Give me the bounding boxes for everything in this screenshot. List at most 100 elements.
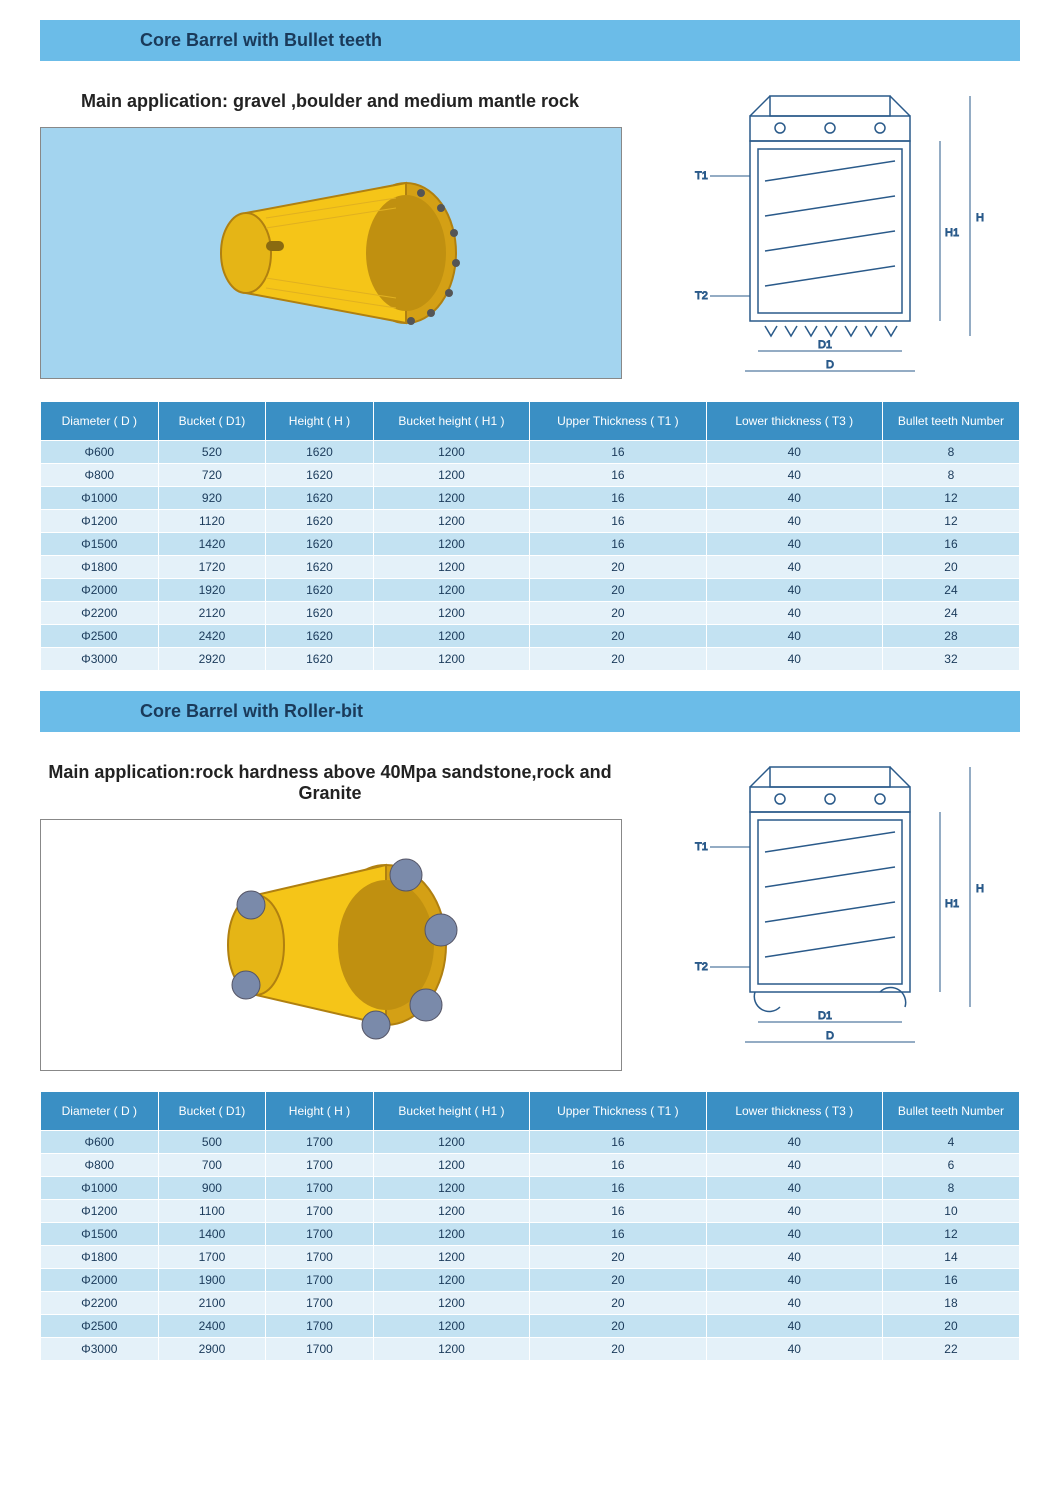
table-cell: 16 — [530, 487, 706, 510]
section1-diagram: T1 T2 H1 H D1 D — [640, 81, 1020, 381]
table-cell: 16 — [530, 1177, 706, 1200]
table-cell: 1620 — [266, 625, 374, 648]
table-cell: 1200 — [373, 464, 529, 487]
table-cell: 16 — [530, 1154, 706, 1177]
table-cell: 20 — [530, 648, 706, 671]
table-cell: 20 — [882, 556, 1019, 579]
table-cell: 1720 — [158, 556, 266, 579]
table-cell: 8 — [882, 441, 1019, 464]
table-cell: 1200 — [373, 1338, 529, 1361]
col-header: Upper Thickness ( T1 ) — [530, 402, 706, 441]
col-header: Upper Thickness ( T1 ) — [530, 1092, 706, 1131]
table-row: Φ8007201620120016408 — [41, 464, 1020, 487]
table-cell: 1200 — [373, 1315, 529, 1338]
section1-header: Core Barrel with Bullet teeth — [40, 20, 1020, 61]
table-cell: 520 — [158, 441, 266, 464]
col-header: Diameter ( D ) — [41, 402, 159, 441]
table-cell: 2420 — [158, 625, 266, 648]
table-cell: 1420 — [158, 533, 266, 556]
table-cell: 920 — [158, 487, 266, 510]
table-cell: 22 — [882, 1338, 1019, 1361]
svg-text:H: H — [976, 883, 984, 895]
table-row: Φ1500140017001200164012 — [41, 1223, 1020, 1246]
svg-text:H1: H1 — [945, 227, 959, 239]
table-cell: Φ2000 — [41, 579, 159, 602]
table-cell: 500 — [158, 1131, 266, 1154]
table-cell: 1920 — [158, 579, 266, 602]
table-cell: 900 — [158, 1177, 266, 1200]
table-cell: 1200 — [373, 1292, 529, 1315]
col-header: Lower thickness ( T3 ) — [706, 402, 882, 441]
section2-table-wrap: Diameter ( D )Bucket ( D1)Height ( H )Bu… — [40, 1091, 1020, 1361]
table-cell: 24 — [882, 602, 1019, 625]
table-cell: 1200 — [373, 648, 529, 671]
table-cell: 1620 — [266, 602, 374, 625]
table-cell: 18 — [882, 1292, 1019, 1315]
table-cell: 1700 — [158, 1246, 266, 1269]
table-cell: 2120 — [158, 602, 266, 625]
section2-right: T1 T2 H1 H D1 D — [640, 752, 1020, 1071]
table-cell: 1200 — [373, 1154, 529, 1177]
table-cell: 40 — [706, 510, 882, 533]
table-cell: 720 — [158, 464, 266, 487]
table-cell: 1200 — [373, 441, 529, 464]
table-cell: Φ800 — [41, 464, 159, 487]
col-header: Bullet teeth Number — [882, 402, 1019, 441]
table-cell: Φ1500 — [41, 533, 159, 556]
table-row: Φ2500240017001200204020 — [41, 1315, 1020, 1338]
table-cell: Φ2500 — [41, 625, 159, 648]
table-cell: 1700 — [266, 1338, 374, 1361]
table-row: Φ3000290017001200204022 — [41, 1338, 1020, 1361]
table-cell: 6 — [882, 1154, 1019, 1177]
table-cell: 40 — [706, 1269, 882, 1292]
section1-left: Main application: gravel ,boulder and me… — [40, 81, 620, 381]
table-cell: 1620 — [266, 510, 374, 533]
table-cell: Φ1000 — [41, 487, 159, 510]
table-cell: 32 — [882, 648, 1019, 671]
table-cell: 8 — [882, 464, 1019, 487]
table-row: Φ1500142016201200164016 — [41, 533, 1020, 556]
table-cell: 40 — [706, 533, 882, 556]
table-cell: 1620 — [266, 648, 374, 671]
table-cell: Φ2200 — [41, 602, 159, 625]
table-cell: 1200 — [373, 1177, 529, 1200]
table-cell: 1620 — [266, 556, 374, 579]
svg-text:D1: D1 — [818, 1010, 832, 1022]
table-row: Φ2500242016201200204028 — [41, 625, 1020, 648]
table-cell: Φ3000 — [41, 1338, 159, 1361]
table-cell: 1200 — [373, 1246, 529, 1269]
section2-left: Main application:rock hardness above 40M… — [40, 752, 620, 1071]
table-cell: Φ2500 — [41, 1315, 159, 1338]
section2-content: Main application:rock hardness above 40M… — [40, 752, 1020, 1071]
table-cell: 16 — [530, 533, 706, 556]
section2-application: Main application:rock hardness above 40M… — [40, 762, 620, 804]
table-row: Φ1800172016201200204020 — [41, 556, 1020, 579]
table-cell: 1700 — [266, 1269, 374, 1292]
table-cell: 40 — [706, 1246, 882, 1269]
table-cell: 40 — [706, 1292, 882, 1315]
table-cell: 2900 — [158, 1338, 266, 1361]
table-cell: 40 — [706, 556, 882, 579]
svg-text:T2: T2 — [695, 290, 708, 302]
table-cell: 20 — [530, 1292, 706, 1315]
col-header: Bucket height ( H1 ) — [373, 402, 529, 441]
table-cell: 1700 — [266, 1131, 374, 1154]
section1-product-image — [40, 127, 622, 379]
table-row: Φ2000192016201200204024 — [41, 579, 1020, 602]
table-cell: 40 — [706, 625, 882, 648]
col-header: Bucket height ( H1 ) — [373, 1092, 529, 1131]
table-cell: 1120 — [158, 510, 266, 533]
table-cell: 1200 — [373, 533, 529, 556]
table-cell: Φ2200 — [41, 1292, 159, 1315]
table-cell: Φ1200 — [41, 510, 159, 533]
table-cell: 1900 — [158, 1269, 266, 1292]
table-cell: 1700 — [266, 1154, 374, 1177]
section1-table-wrap: Diameter ( D )Bucket ( D1)Height ( H )Bu… — [40, 401, 1020, 671]
col-header: Diameter ( D ) — [41, 1092, 159, 1131]
table-cell: 1620 — [266, 487, 374, 510]
table-row: Φ6005201620120016408 — [41, 441, 1020, 464]
table-row: Φ1200110017001200164010 — [41, 1200, 1020, 1223]
table-cell: 16 — [882, 533, 1019, 556]
table-row: Φ10009001700120016408 — [41, 1177, 1020, 1200]
table-cell: Φ2000 — [41, 1269, 159, 1292]
